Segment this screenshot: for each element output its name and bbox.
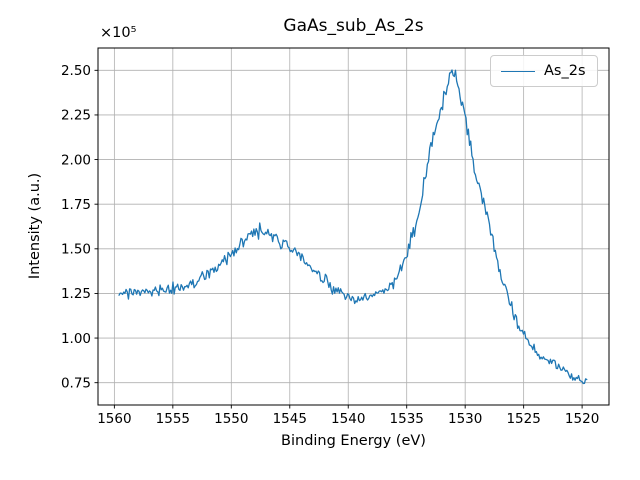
x-tick-label: 1540 bbox=[331, 411, 365, 427]
y-axis-label: Intensity (a.u.) bbox=[27, 172, 43, 280]
legend-line-sample-icon bbox=[501, 70, 535, 72]
y-tick-label: 1.75 bbox=[61, 197, 91, 213]
legend-entry-label: As_2s bbox=[544, 62, 586, 79]
x-tick-label: 1520 bbox=[565, 411, 599, 427]
axis-ticks bbox=[94, 69, 583, 409]
legend: As_2s bbox=[490, 55, 598, 87]
grid-lines bbox=[98, 48, 609, 405]
x-tick-label: 1530 bbox=[448, 411, 482, 427]
data-line-as_2s bbox=[118, 69, 588, 385]
y-tick-label: 1.25 bbox=[61, 286, 91, 302]
y-tick-label: 1.50 bbox=[61, 242, 91, 258]
tick-labels: 1560 1555 1550 1545 1540 1535 1530 1525 1520 0.75… bbox=[61, 63, 599, 427]
y-tick-label: 0.75 bbox=[61, 375, 91, 391]
y-tick-label: 2.50 bbox=[61, 63, 91, 79]
x-axis-label: Binding Energy (eV) bbox=[281, 433, 426, 449]
y-tick-label: 1.00 bbox=[61, 331, 91, 347]
x-tick-label: 1555 bbox=[156, 411, 190, 427]
x-tick-label: 1550 bbox=[214, 411, 248, 427]
chart-title: GaAs_sub_As_2s bbox=[283, 16, 424, 36]
x-tick-label: 1535 bbox=[390, 411, 424, 427]
y-tick-label: 2.00 bbox=[61, 152, 91, 168]
x-tick-label: 1560 bbox=[97, 411, 131, 427]
y-axis-offset-label: ×10⁵ bbox=[100, 25, 137, 41]
x-tick-label: 1525 bbox=[506, 411, 540, 427]
y-tick-label: 2.25 bbox=[61, 108, 91, 124]
axes-spines bbox=[97, 47, 610, 406]
x-tick-label: 1545 bbox=[273, 411, 307, 427]
